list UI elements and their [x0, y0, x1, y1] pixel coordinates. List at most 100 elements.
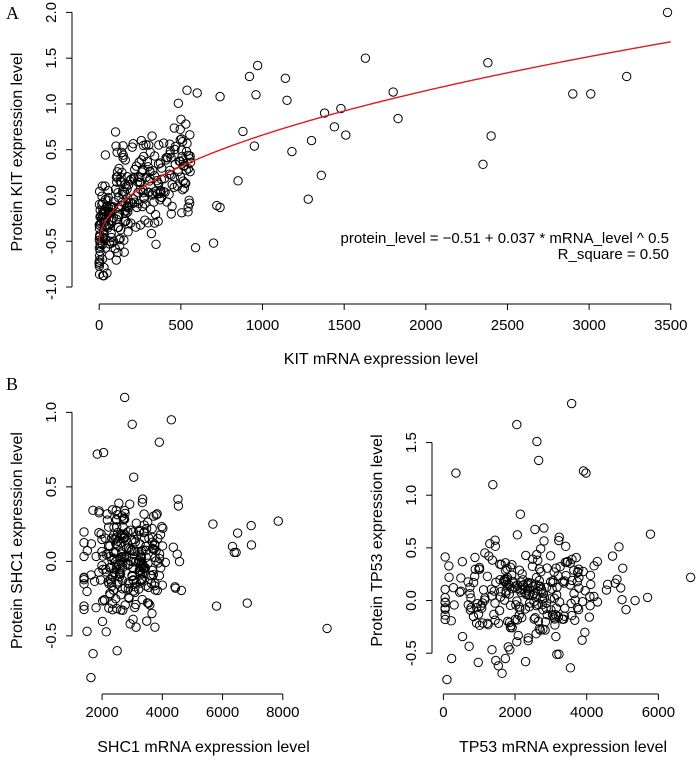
data-point — [630, 595, 640, 606]
data-point — [471, 618, 482, 628]
data-point — [577, 635, 587, 645]
data-point — [465, 589, 475, 599]
data-point — [107, 581, 117, 591]
data-point — [117, 147, 127, 158]
data-point — [472, 599, 483, 609]
data-point — [127, 546, 137, 556]
data-point — [329, 122, 340, 132]
data-point — [451, 468, 461, 478]
x-tick-label: 2000 — [409, 317, 442, 334]
data-point — [539, 523, 549, 533]
data-point — [136, 155, 147, 165]
fit-equation: protein_level = −0.51 + 0.037 * mRNA_lev… — [341, 230, 670, 247]
data-point — [520, 656, 531, 667]
data-point — [446, 653, 457, 664]
data-point — [512, 596, 522, 606]
data-point — [535, 625, 545, 635]
data-point — [112, 579, 122, 589]
x-tick-label: 3000 — [572, 317, 605, 334]
data-point — [144, 533, 154, 543]
data-point — [568, 89, 578, 99]
data-point — [105, 239, 115, 249]
data-point — [91, 551, 101, 562]
data-point — [190, 242, 201, 253]
data-point — [621, 604, 631, 615]
data-point — [114, 498, 124, 508]
data-point — [185, 157, 196, 168]
data-point — [126, 174, 136, 184]
data-point — [151, 510, 161, 520]
data-point — [468, 577, 479, 588]
data-point — [500, 558, 511, 568]
data-point — [316, 170, 327, 181]
data-point — [109, 197, 119, 207]
data-point — [112, 646, 122, 656]
data-point — [570, 615, 580, 625]
data-point — [111, 255, 122, 265]
data-point — [97, 546, 107, 557]
data-point — [123, 197, 134, 208]
data-point — [531, 579, 541, 590]
data-point — [123, 578, 133, 588]
data-point — [138, 188, 148, 198]
y-tick-label: -0.5 — [43, 228, 60, 254]
data-point — [130, 602, 140, 613]
data-point — [440, 610, 450, 620]
y-tick-label: -0.5 — [403, 640, 420, 666]
data-point — [306, 135, 317, 146]
data-point — [154, 553, 165, 564]
data-point — [208, 238, 219, 248]
data-point — [79, 604, 89, 615]
data-point — [128, 614, 138, 625]
x-tick-label: 2000 — [498, 704, 531, 721]
x-tick-label: 6000 — [642, 704, 675, 721]
data-point — [165, 146, 175, 156]
data-point — [120, 206, 130, 216]
data-point — [530, 612, 540, 623]
data-point — [486, 131, 496, 141]
data-point — [123, 218, 133, 229]
data-point — [470, 552, 480, 563]
data-point — [491, 655, 501, 666]
y-tick-label: 0.0 — [43, 551, 60, 572]
data-point — [114, 163, 124, 174]
data-point — [233, 176, 243, 186]
data-point — [117, 562, 128, 573]
data-point — [440, 597, 450, 608]
data-point — [516, 587, 526, 598]
data-point — [131, 518, 142, 528]
y-axis-title: Protein KIT expression level — [9, 53, 26, 252]
data-point — [130, 537, 141, 547]
data-point — [589, 591, 599, 602]
data-point — [322, 623, 332, 634]
data-point — [173, 501, 184, 511]
data-point — [572, 576, 583, 587]
data-point — [89, 576, 100, 587]
data-point — [100, 150, 111, 160]
data-point — [118, 557, 128, 567]
y-tick-label: 0.5 — [403, 537, 420, 558]
data-point — [486, 584, 496, 594]
x-tick-label: 4000 — [146, 704, 179, 721]
data-point — [120, 216, 130, 227]
data-point — [99, 595, 109, 605]
data-point — [119, 513, 129, 523]
data-point — [104, 250, 115, 260]
data-point — [530, 524, 540, 535]
data-point — [504, 589, 514, 599]
data-point — [120, 508, 130, 519]
data-point — [136, 135, 147, 146]
x-tick-label: 4000 — [570, 704, 603, 721]
data-point — [533, 455, 544, 466]
data-point — [117, 584, 128, 594]
data-point — [303, 194, 313, 204]
data-point — [94, 186, 105, 197]
data-point — [113, 247, 123, 258]
x-tick-label: 0 — [95, 317, 103, 334]
data-point — [152, 585, 163, 596]
data-point — [112, 147, 122, 158]
data-point — [114, 234, 124, 245]
data-point — [523, 636, 533, 646]
data-point — [170, 144, 180, 155]
data-point — [500, 565, 511, 575]
